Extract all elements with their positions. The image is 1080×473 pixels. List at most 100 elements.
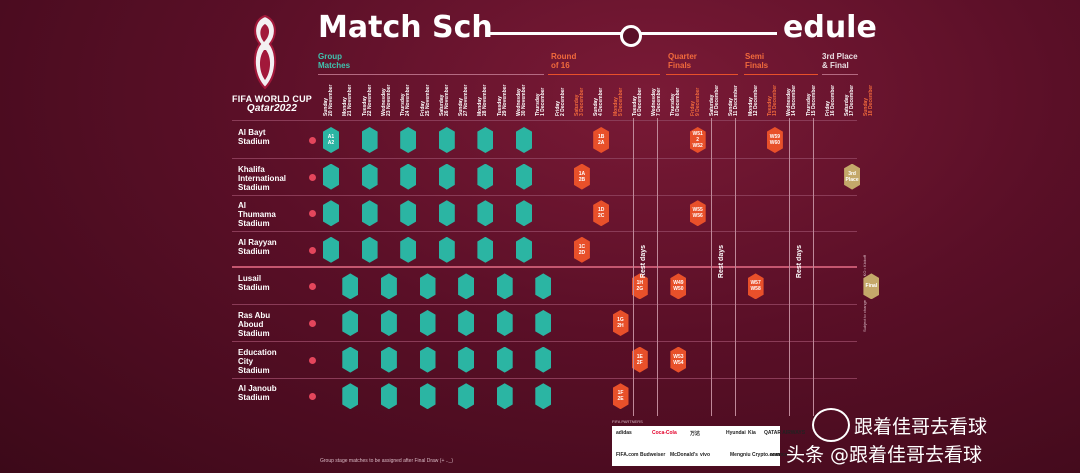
group-match-hex[interactable] (400, 200, 417, 227)
knockout-match-hex[interactable]: 1F 2E (612, 383, 629, 410)
group-match-hex[interactable] (438, 127, 455, 153)
group-match-hex[interactable] (458, 273, 475, 300)
knockout-match-hex[interactable]: W55 W56 (689, 200, 706, 227)
group-match-hex[interactable] (458, 346, 475, 373)
sponsor-logo: adidas (616, 430, 632, 436)
knockout-match-hex[interactable]: W51 2 W52 (689, 127, 706, 153)
date-header: Tuesday 29 November (496, 84, 508, 116)
date-header: Monday 28 November (477, 84, 489, 116)
group-match-hex[interactable] (361, 236, 378, 263)
group-match-hex[interactable] (458, 383, 475, 410)
group-match-hex[interactable] (477, 127, 494, 153)
group-match-hex[interactable] (535, 273, 552, 300)
group-match-hex[interactable] (477, 200, 494, 227)
group-match-hex[interactable] (400, 163, 417, 190)
stadium-name: Education City Stadium (238, 347, 277, 375)
date-header: Saturday 17 December (844, 84, 856, 116)
knockout-match-hex[interactable]: 1C 2D (573, 236, 590, 263)
group-match-hex[interactable] (438, 236, 455, 263)
group-match-hex[interactable] (438, 200, 455, 227)
group-match-hex[interactable]: A1 A2 (323, 127, 339, 153)
location-pin-icon (309, 356, 316, 364)
date-header: Friday 16 December (824, 84, 836, 116)
date-header: Tuesday 22 November (361, 84, 373, 116)
knockout-match-hex[interactable]: W57 W58 (747, 273, 764, 300)
stage-header: 3rd Place & Final (822, 52, 858, 70)
group-match-hex[interactable] (380, 273, 397, 300)
watermark-chat-icon (812, 408, 850, 442)
date-header: Friday 25 November (419, 84, 431, 116)
date-header: Sunday 4 December (593, 87, 605, 116)
group-match-hex[interactable] (496, 346, 513, 373)
group-match-hex[interactable] (342, 383, 359, 410)
group-match-hex[interactable] (361, 163, 378, 190)
row-separator (232, 194, 857, 196)
date-header: Tuesday 6 December (631, 87, 643, 116)
group-match-hex[interactable] (400, 127, 417, 153)
group-match-hex[interactable] (458, 310, 475, 336)
stadium-name: Lusail Stadium (238, 274, 270, 293)
knockout-match-hex[interactable]: 1G 2H (612, 310, 629, 336)
stage-underline-group (318, 74, 544, 75)
stage-header: Group Matches (318, 52, 351, 70)
location-pin-icon (309, 137, 316, 144)
group-match-hex[interactable] (496, 383, 513, 410)
date-header: Friday 9 December (689, 87, 701, 116)
group-match-hex[interactable] (496, 310, 513, 336)
group-match-hex[interactable] (419, 273, 436, 300)
knockout-match-hex[interactable]: W49 W50 (670, 273, 687, 300)
stadium-name: Al Rayyan Stadium (238, 237, 277, 256)
group-match-hex[interactable] (438, 163, 455, 190)
group-match-hex[interactable] (516, 127, 532, 153)
row-separator (232, 158, 857, 159)
stage-header: Semi Finals (745, 52, 769, 70)
knockout-match-hex[interactable]: W59 W60 (766, 127, 783, 153)
row-separator (232, 377, 857, 379)
knockout-match-hex[interactable]: 1E 2F (631, 346, 648, 373)
group-match-hex[interactable] (419, 346, 436, 373)
group-match-hex[interactable] (323, 163, 339, 190)
group-match-hex[interactable] (535, 383, 552, 410)
group-match-hex[interactable] (323, 236, 339, 263)
group-match-hex[interactable] (380, 310, 397, 336)
group-match-hex[interactable] (535, 346, 552, 373)
group-match-hex[interactable] (419, 383, 436, 410)
group-match-hex[interactable] (516, 163, 532, 190)
watermark-text: 头条 @跟着佳哥去看球 (786, 444, 983, 466)
date-header: Saturday 3 December (573, 87, 585, 116)
knockout-match-hex[interactable]: 3rd Place (844, 163, 861, 190)
group-match-hex[interactable] (342, 346, 359, 373)
date-header: Sunday 20 November (323, 84, 334, 116)
group-match-hex[interactable] (516, 236, 532, 263)
group-match-hex[interactable] (361, 127, 378, 153)
knockout-match-hex[interactable]: 1D 2C (593, 200, 610, 227)
knockout-match-hex[interactable]: W53 W54 (670, 346, 687, 373)
group-match-hex[interactable] (477, 163, 494, 190)
sponsor-logo: vivo (700, 452, 711, 458)
group-match-hex[interactable] (342, 310, 359, 336)
group-match-hex[interactable] (400, 236, 417, 263)
group-match-hex[interactable] (535, 310, 552, 336)
group-match-hex[interactable] (380, 383, 397, 410)
knockout-match-hex[interactable]: 1H 2G (631, 273, 648, 300)
knockout-match-hex[interactable]: 1A 2B (573, 163, 590, 190)
sponsor-logo: 万达 (690, 431, 701, 437)
group-match-hex[interactable] (380, 346, 397, 373)
row-separator (232, 304, 857, 306)
location-pin-icon (309, 210, 316, 218)
group-match-hex[interactable] (323, 200, 339, 227)
group-match-hex[interactable] (342, 273, 359, 300)
group-match-hex[interactable] (361, 200, 378, 227)
page-title-right: edule (783, 10, 877, 45)
row-separator (232, 231, 857, 233)
rest-divider (735, 118, 736, 416)
date-header: Thursday 15 December (805, 84, 817, 116)
group-match-hex[interactable] (496, 273, 513, 300)
group-match-hex[interactable] (419, 310, 436, 336)
stage-header: Quarter Finals (668, 52, 697, 70)
group-match-hex[interactable] (516, 200, 532, 227)
knockout-match-hex[interactable]: 1B 2A (593, 127, 610, 153)
group-match-hex[interactable] (477, 236, 494, 263)
date-header: Monday 5 December (612, 87, 624, 116)
knockout-match-hex[interactable]: Final (863, 273, 880, 300)
